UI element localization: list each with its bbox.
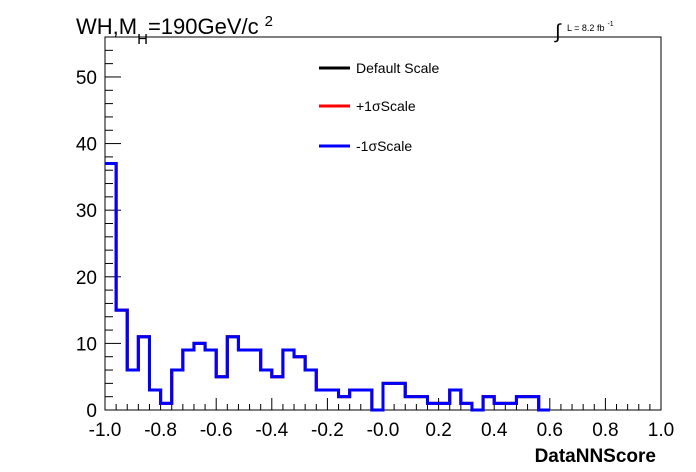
lumi-text: L = 8.2 fb bbox=[567, 23, 604, 33]
x-tick-label: -0.4 bbox=[255, 420, 288, 441]
x-axis-label: DataNNScore bbox=[535, 446, 656, 467]
title-superscript: 2 bbox=[265, 13, 273, 30]
chart-title: WH,MH=190GeV/c 2 bbox=[76, 13, 273, 48]
x-tick-label: -0.2 bbox=[311, 420, 344, 441]
lumi-integral-icon: ∫ bbox=[554, 21, 562, 43]
x-tick-label: 0.6 bbox=[537, 420, 563, 441]
title-main: WH,M bbox=[76, 14, 137, 39]
y-tick-label: 50 bbox=[76, 68, 97, 89]
title-subscript: H bbox=[137, 31, 148, 48]
legend: Default Scale +1σScale -1σScale bbox=[319, 60, 439, 154]
legend-label-plus1sigma: +1σScale bbox=[356, 98, 416, 114]
x-tick-label: -1.0 bbox=[89, 420, 122, 441]
plot-frame bbox=[104, 36, 662, 411]
y-tick-label: 0 bbox=[86, 401, 97, 422]
x-tick-label: -0.6 bbox=[200, 420, 233, 441]
x-tick-label: 0.4 bbox=[481, 420, 508, 441]
title-rest: =190GeV/c bbox=[148, 14, 259, 39]
legend-label-minus1sigma: -1σScale bbox=[356, 138, 412, 154]
x-tick-label: 0.8 bbox=[592, 420, 618, 441]
x-tick-label: 1.0 bbox=[648, 420, 674, 441]
series-layer bbox=[105, 162, 550, 412]
y-tick-label: 10 bbox=[76, 334, 97, 355]
lumi-superscript: -1 bbox=[607, 21, 613, 28]
axis-ticks: -1.0 -0.8 -0.6 -0.4 -0.2 -0.0 0.2 0.4 0.6 0.8 1.0 0… bbox=[76, 36, 674, 441]
y-tick-label: 20 bbox=[76, 268, 97, 289]
series-minus1sigma-scale bbox=[105, 162, 550, 412]
y-tick-label: 30 bbox=[76, 201, 97, 222]
legend-label-default: Default Scale bbox=[356, 60, 439, 76]
y-tick-label: 40 bbox=[76, 135, 97, 156]
x-tick-label: 0.2 bbox=[425, 420, 451, 441]
lumi-label: L = 8.2 fb -1 bbox=[567, 21, 614, 33]
x-tick-label: -0.8 bbox=[144, 420, 177, 441]
x-tick-label: -0.0 bbox=[367, 420, 400, 441]
